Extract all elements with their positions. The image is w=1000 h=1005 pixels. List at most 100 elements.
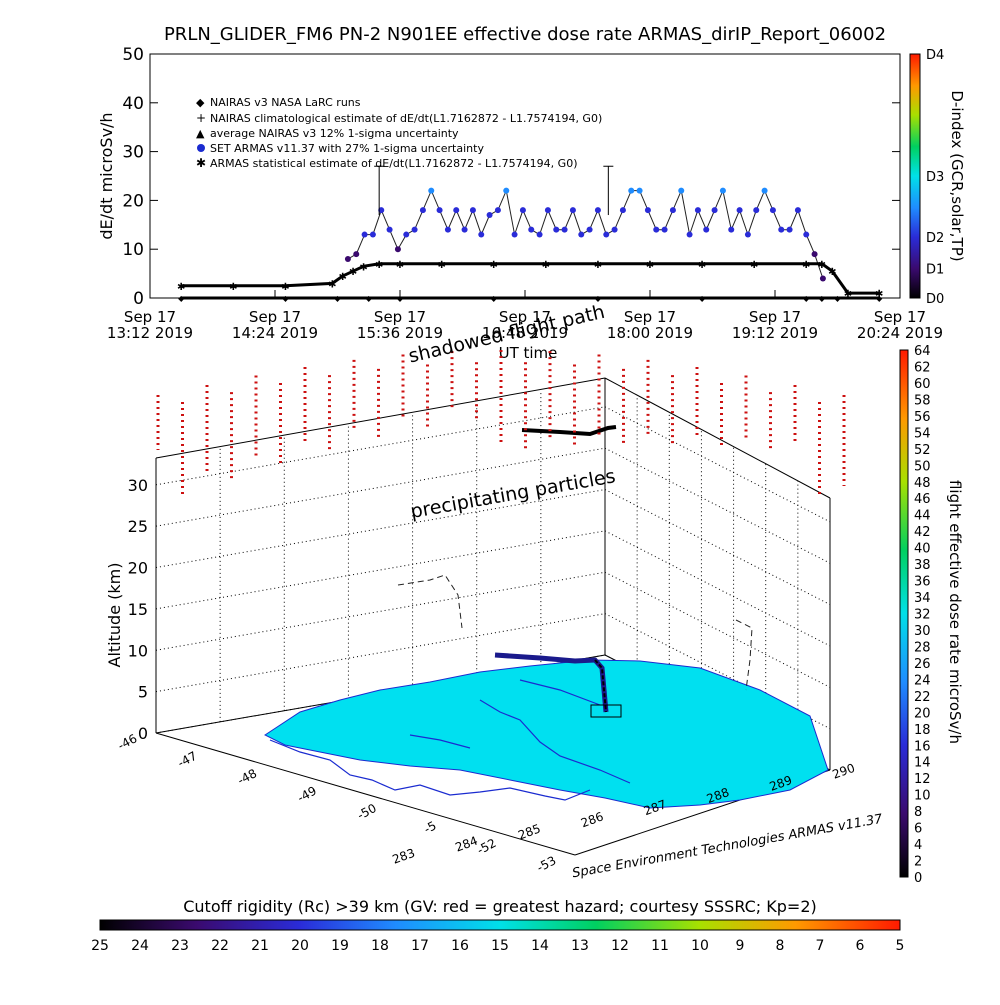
statistical-estimate-point: ✱ <box>828 267 836 278</box>
longitude-tick-label: 290 <box>830 761 856 782</box>
shadowed-flight-track <box>521 425 617 437</box>
armas-point <box>711 207 718 214</box>
latitude-tick-label: -53 <box>535 853 559 875</box>
dose-rate-tick-label: 62 <box>914 360 931 375</box>
nairas-point: ◆ <box>178 294 185 303</box>
dose-rate-tick-label: 58 <box>914 393 931 408</box>
x-tick-date: Sep 17 <box>124 308 176 326</box>
d-index-tick-label: D1 <box>926 263 944 278</box>
dose-rate-tick-label: 0 <box>914 871 922 886</box>
cutoff-rigidity-tick-label: 10 <box>691 938 709 954</box>
flight-profile-right <box>735 619 753 691</box>
dose-rate-tick-label: 60 <box>914 377 931 392</box>
statistical-estimate-line <box>181 262 880 295</box>
armas-point <box>486 212 493 219</box>
dose-rate-tick-label: 4 <box>914 838 922 853</box>
statistical-estimate-point: ✱ <box>818 260 826 271</box>
y-axis-label: dE/dt microSv/h <box>97 112 116 239</box>
x-tick-date: Sep 17 <box>624 308 676 326</box>
flight-profile-left <box>397 574 463 629</box>
cutoff-rigidity-tick-label: 24 <box>131 938 149 954</box>
dose-rate-tick-label: 36 <box>914 575 931 590</box>
dose-rate-tick-label: 40 <box>914 542 931 557</box>
armas-point <box>503 187 510 194</box>
statistical-estimate-point: ✱ <box>328 279 336 290</box>
latitude-tick-label: -48 <box>235 766 259 788</box>
dose-rate-tick-label: 20 <box>914 706 931 721</box>
nairas-point: ◆ <box>282 294 289 303</box>
dose-rate-tick-label: 46 <box>914 492 931 507</box>
armas-point <box>728 226 735 233</box>
armas-point <box>469 207 476 214</box>
cutoff-rigidity-tick-label: 21 <box>251 938 269 954</box>
region-box <box>590 704 622 718</box>
x-tick-date: Sep 17 <box>374 308 426 326</box>
armas-point <box>528 226 535 233</box>
cutoff-rigidity-tick-label: 12 <box>611 938 629 954</box>
legend-symbol-dot <box>197 144 205 152</box>
armas-point <box>494 207 501 214</box>
armas-point <box>519 207 526 214</box>
cutoff-rigidity-tick-label: 14 <box>531 938 549 954</box>
altitude-axis: 0 5 10 15 20 25 30 <box>128 476 148 743</box>
plot-frame <box>149 53 901 299</box>
armas-point <box>619 207 626 214</box>
ground-map <box>263 652 829 809</box>
d-index-tick-label: D3 <box>926 170 944 185</box>
nairas-point: ◆ <box>491 294 498 303</box>
dose-rate-tick-label: 18 <box>914 723 931 738</box>
statistical-estimate-point: ✱ <box>802 260 810 271</box>
annotation-precipitating-particles: precipitating particles <box>409 465 617 523</box>
armas-point <box>736 207 743 214</box>
armas-point <box>453 207 460 214</box>
armas-point <box>561 226 568 233</box>
armas-point <box>653 226 660 233</box>
statistical-estimate-point: ✱ <box>875 289 883 300</box>
armas-point <box>686 231 693 238</box>
dose-rate-tick-label: 8 <box>914 805 922 820</box>
statistical-estimate-point: ✱ <box>594 260 602 271</box>
nairas-point: ◆ <box>595 294 602 303</box>
cutoff-rigidity-tick-label: 5 <box>896 938 905 954</box>
chart-title: PRLN_GLIDER_FM6 PN-2 N901EE effective do… <box>164 24 886 45</box>
x-tick-time: 14:24 2019 <box>232 324 318 342</box>
statistical-estimate-point: ✱ <box>349 267 357 278</box>
dose-rate-tick-label: 56 <box>914 410 931 425</box>
d-index-colorbar-gradient <box>909 53 921 299</box>
statistical-estimate-point: ✱ <box>375 260 383 271</box>
d-index-label: D-index (GCR,solar,TP) <box>948 90 966 261</box>
d-index-tick-label: D4 <box>926 48 944 63</box>
armas-point <box>769 207 776 214</box>
data-series: ✱ ✱ ✱ ✱✱ ✱ ✱ ✱ ✱ ✱ ✱ ✱ ✱ ✱ ✱ ✱ ✱ ✱✱✱ ✱◆ ◆ ◆ ◆ ◆ ◆ ◆ ◆ ◆ ◆ ◆ ◆ <box>177 165 883 303</box>
x-tick-time: 18:00 2019 <box>607 324 693 342</box>
altitude-tick-label: 30 <box>128 476 148 495</box>
statistical-estimate-point: ✱ <box>359 262 367 273</box>
armas-point <box>436 207 443 214</box>
legend: ◆ NAIRAS v3 NASA LaRC runs + NAIRAS clim… <box>196 96 602 170</box>
armas-point <box>786 226 793 233</box>
cutoff-rigidity-tick-label: 11 <box>651 938 669 954</box>
altitude-tick-label: 10 <box>128 641 148 660</box>
statistical-estimate-point: ✱ <box>646 260 654 271</box>
armas-series-line <box>347 188 824 279</box>
armas-point <box>386 226 393 233</box>
cutoff-rigidity-tick-label: 17 <box>411 938 429 954</box>
nairas-point: ◆ <box>803 294 810 303</box>
armas-point <box>428 187 435 194</box>
dose-rate-tick-label: 10 <box>914 789 931 804</box>
dose-rate-colorbar: 0246810121416182022242628303234363840424… <box>899 344 964 886</box>
altitude-tick-label: 25 <box>128 517 148 536</box>
dose-rate-colorbar-gradient <box>899 349 909 878</box>
altitude-tick-label: 15 <box>128 600 148 619</box>
map-3d-panel: shadowed flight path precipitating parti… <box>91 301 964 954</box>
longitude-tick-label: 283 <box>390 846 416 867</box>
latitude-tick-label: -47 <box>175 749 199 771</box>
armas-point <box>753 207 760 214</box>
statistical-estimate-point: ✱ <box>339 272 347 283</box>
armas-point <box>636 187 643 194</box>
x-tick-date: Sep 17 <box>499 308 551 326</box>
armas-point <box>403 231 410 238</box>
dose-rate-tick-label: 34 <box>914 591 931 606</box>
